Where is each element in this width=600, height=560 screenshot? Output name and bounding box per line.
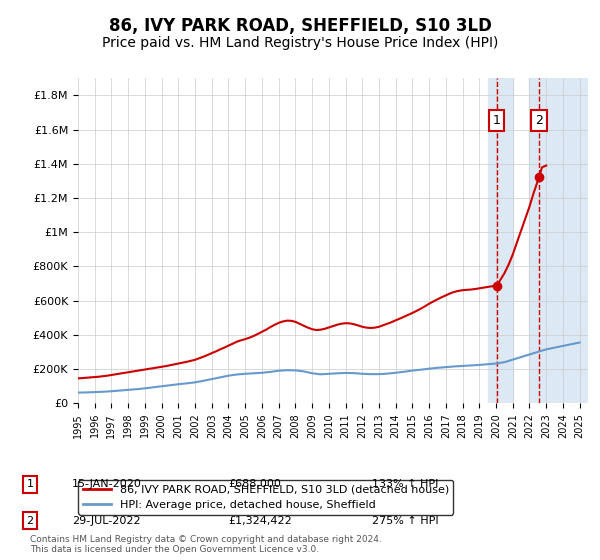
Text: 2: 2 xyxy=(26,516,34,526)
Text: Price paid vs. HM Land Registry's House Price Index (HPI): Price paid vs. HM Land Registry's House … xyxy=(102,36,498,50)
Text: 15-JAN-2020: 15-JAN-2020 xyxy=(72,479,142,489)
Text: 2: 2 xyxy=(535,114,543,127)
Text: £688,000: £688,000 xyxy=(228,479,281,489)
Legend: 86, IVY PARK ROAD, SHEFFIELD, S10 3LD (detached house), HPI: Average price, deta: 86, IVY PARK ROAD, SHEFFIELD, S10 3LD (d… xyxy=(79,480,453,515)
Text: 1: 1 xyxy=(26,479,34,489)
Text: 275% ↑ HPI: 275% ↑ HPI xyxy=(372,516,439,526)
Bar xyxy=(529,78,588,403)
Text: 86, IVY PARK ROAD, SHEFFIELD, S10 3LD: 86, IVY PARK ROAD, SHEFFIELD, S10 3LD xyxy=(109,17,491,35)
Text: Contains HM Land Registry data © Crown copyright and database right 2024.
This d: Contains HM Land Registry data © Crown c… xyxy=(30,535,382,554)
Text: 1: 1 xyxy=(493,114,500,127)
Text: 133% ↑ HPI: 133% ↑ HPI xyxy=(372,479,439,489)
Text: 29-JUL-2022: 29-JUL-2022 xyxy=(72,516,140,526)
Bar xyxy=(488,78,513,403)
Text: £1,324,422: £1,324,422 xyxy=(228,516,292,526)
